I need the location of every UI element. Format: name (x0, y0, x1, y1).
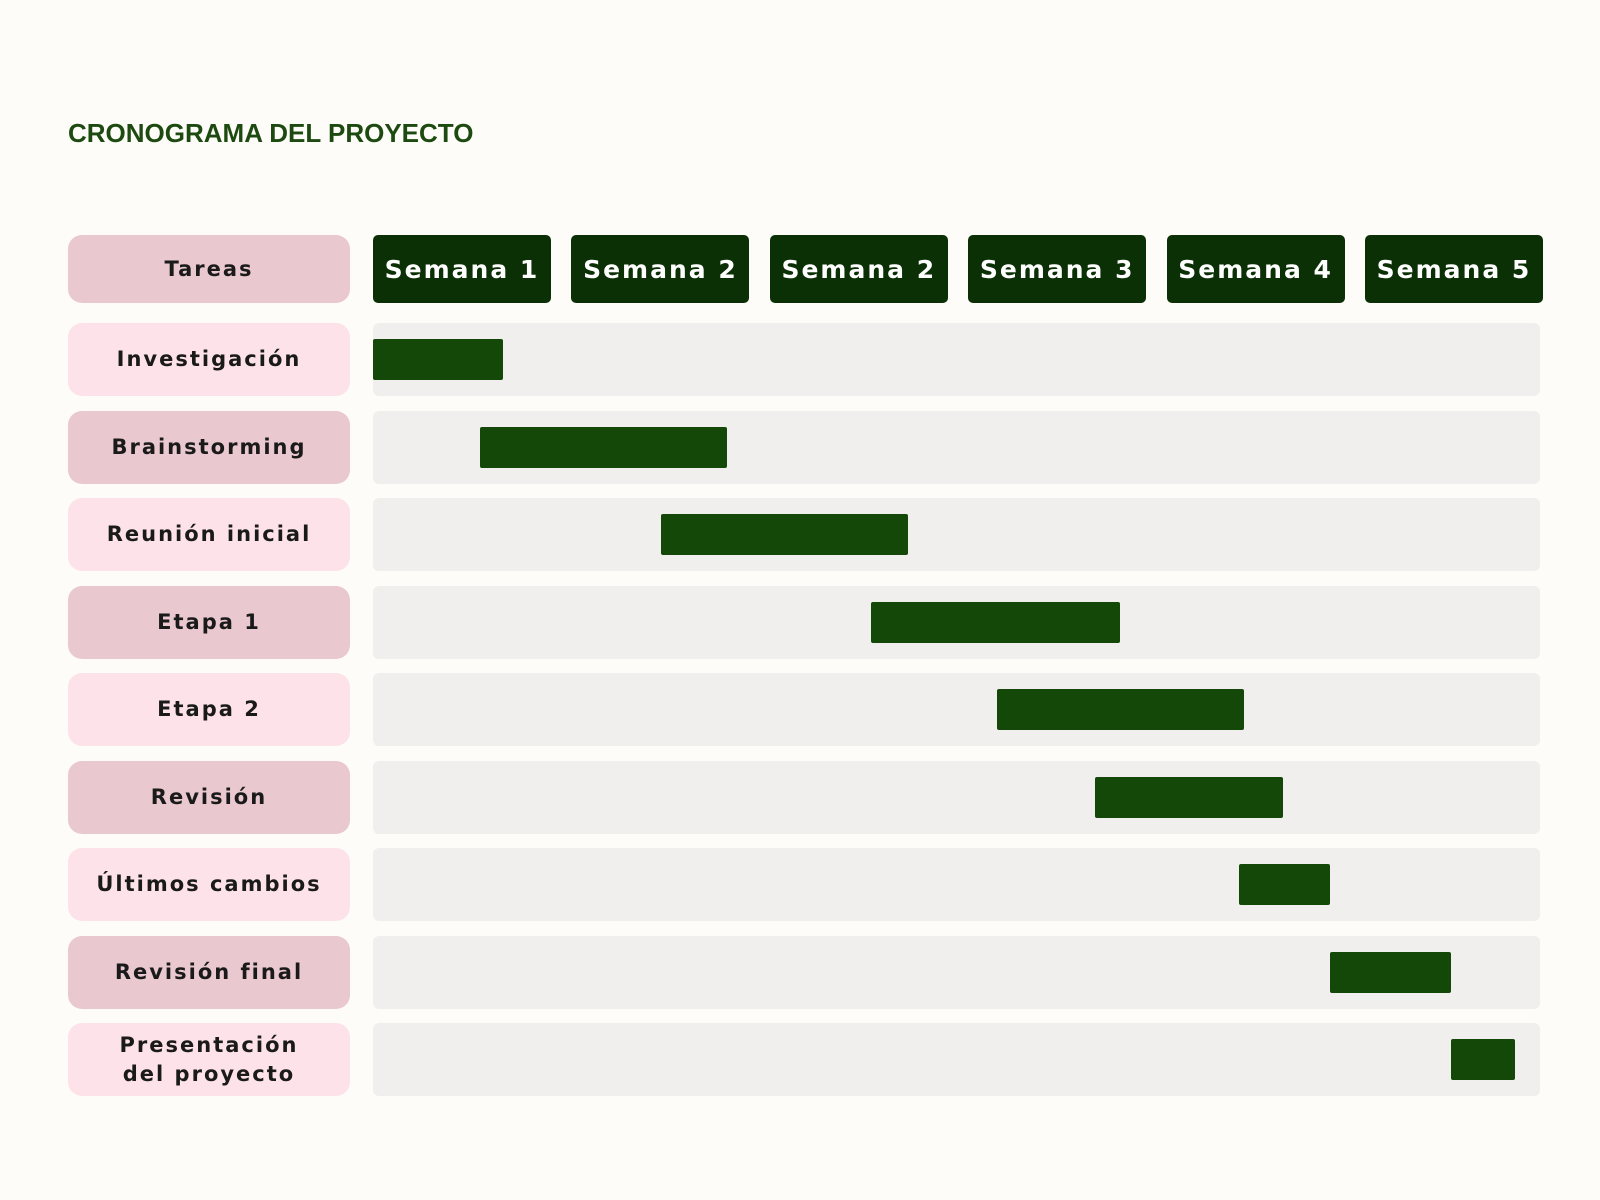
task-track (373, 410, 1540, 484)
task-label: Revisión final (68, 935, 350, 1009)
task-label: Presentación del proyecto (68, 1023, 350, 1096)
task-label: Brainstorming (68, 410, 350, 484)
week-header: Semana 2 (769, 235, 948, 303)
task-track (373, 848, 1540, 921)
task-bar[interactable] (373, 339, 504, 380)
task-bar[interactable] (479, 426, 727, 468)
task-label: Reunión inicial (68, 498, 350, 571)
week-header: Semana 4 (1166, 235, 1345, 303)
week-header: Semana 1 (373, 235, 551, 303)
task-label: Etapa 2 (68, 673, 350, 746)
task-label: Investigación (68, 323, 350, 396)
page-title: CRONOGRAMA DEL PROYECTO (68, 118, 474, 148)
task-label: Etapa 1 (68, 585, 350, 659)
task-track (373, 498, 1540, 571)
task-label: Revisión (68, 760, 350, 834)
task-bar[interactable] (1094, 776, 1284, 818)
task-track (373, 585, 1540, 659)
task-bar[interactable] (1238, 864, 1330, 905)
task-bar[interactable] (1450, 1039, 1515, 1080)
week-header: Semana 5 (1365, 235, 1543, 303)
task-bar[interactable] (997, 689, 1245, 730)
task-track (373, 1023, 1540, 1096)
task-track (373, 323, 1540, 396)
task-bar[interactable] (870, 601, 1120, 643)
task-bar[interactable] (660, 514, 908, 555)
week-header: Semana 2 (571, 235, 750, 303)
task-bar[interactable] (1329, 951, 1451, 993)
task-track (373, 673, 1540, 746)
task-track (373, 935, 1540, 1009)
task-label: Últimos cambios (68, 848, 350, 921)
week-header: Semana 3 (968, 235, 1147, 303)
tasks-column-header: Tareas (68, 235, 350, 303)
task-track (373, 760, 1540, 834)
